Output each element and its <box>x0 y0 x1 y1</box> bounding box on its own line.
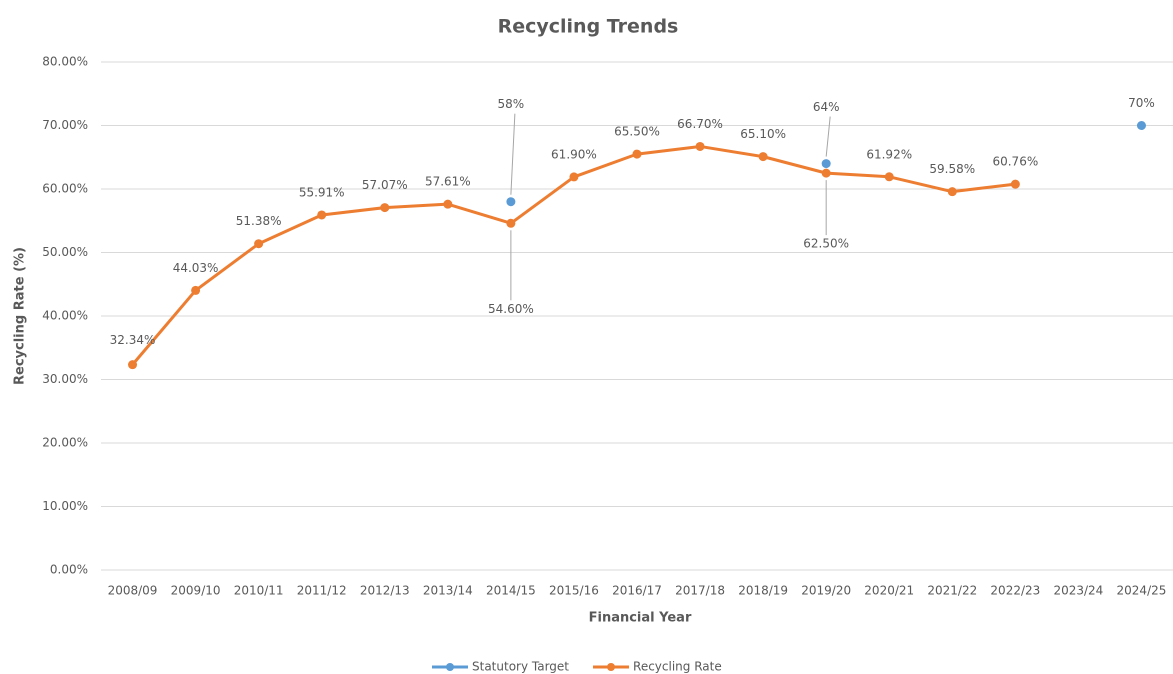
point <box>506 197 516 207</box>
y-tick-label: 30.00% <box>42 372 88 386</box>
y-tick-label: 60.00% <box>42 182 88 196</box>
y-axis-title: Recycling Rate (%) <box>13 247 28 385</box>
data-label: 62.50% <box>803 237 849 251</box>
point <box>317 210 327 220</box>
point <box>506 218 516 228</box>
data-label: 58% <box>498 97 525 111</box>
y-tick-label: 0.00% <box>50 563 88 577</box>
legend-label: Statutory Target <box>472 660 569 674</box>
legend-marker <box>446 663 454 671</box>
point <box>695 141 705 151</box>
x-tick-label: 2024/25 <box>1117 584 1167 598</box>
data-label: 61.92% <box>866 147 912 161</box>
leader-line <box>825 116 831 157</box>
x-tick-label: 2019/20 <box>801 584 851 598</box>
point <box>1136 121 1146 130</box>
point <box>758 152 768 162</box>
point <box>569 172 579 182</box>
data-label: 59.58% <box>929 162 975 176</box>
point <box>191 285 201 295</box>
y-tick-label: 40.00% <box>42 309 88 323</box>
data-label: 65.10% <box>740 127 786 141</box>
point <box>1010 179 1020 189</box>
data-label: 60.76% <box>992 155 1038 169</box>
x-tick-label: 2021/22 <box>927 584 977 598</box>
x-tick-label: 2020/21 <box>864 584 914 598</box>
legend-label: Recycling Rate <box>633 660 722 674</box>
y-tick-label: 80.00% <box>42 55 88 69</box>
data-label: 65.50% <box>614 125 660 139</box>
y-tick-label: 20.00% <box>42 436 88 450</box>
y-tick-label: 10.00% <box>42 499 88 513</box>
x-tick-label: 2014/15 <box>486 584 536 598</box>
x-tick-label: 2022/23 <box>990 584 1040 598</box>
x-tick-label: 2023/24 <box>1053 584 1103 598</box>
legend-marker <box>607 663 616 671</box>
point <box>884 172 894 182</box>
data-label: 32.34% <box>110 333 156 347</box>
x-tick-label: 2017/18 <box>675 584 725 598</box>
y-tick-label: 70.00% <box>42 118 88 132</box>
data-label: 44.03% <box>173 261 219 275</box>
x-tick-label: 2010/11 <box>234 584 284 598</box>
point <box>443 199 453 209</box>
data-label: 64% <box>813 100 840 114</box>
point <box>821 159 831 169</box>
leader-line <box>510 113 516 195</box>
data-label: 66.70% <box>677 117 723 131</box>
y-tick-label: 50.00% <box>42 245 88 259</box>
data-label: 54.60% <box>488 302 534 316</box>
point <box>380 203 390 213</box>
chart-title: Recycling Trends <box>498 16 679 38</box>
point <box>632 149 642 159</box>
x-axis-title: Financial Year <box>589 611 692 626</box>
x-tick-label: 2009/10 <box>171 584 221 598</box>
point <box>254 239 264 249</box>
x-tick-label: 2008/09 <box>108 584 158 598</box>
data-label: 51.38% <box>236 214 282 228</box>
x-tick-label: 2011/12 <box>297 584 347 598</box>
data-label: 70% <box>1128 96 1155 110</box>
point <box>821 168 831 178</box>
x-tick-label: 2015/16 <box>549 584 599 598</box>
data-label: 57.07% <box>362 178 408 192</box>
x-tick-label: 2018/19 <box>738 584 788 598</box>
x-tick-label: 2016/17 <box>612 584 662 598</box>
data-label: 61.90% <box>551 147 597 161</box>
x-tick-label: 2013/14 <box>423 584 473 598</box>
data-label: 57.61% <box>425 175 471 189</box>
point <box>128 360 138 370</box>
point <box>947 187 957 197</box>
x-tick-label: 2012/13 <box>360 584 410 598</box>
data-label: 55.91% <box>299 185 345 199</box>
